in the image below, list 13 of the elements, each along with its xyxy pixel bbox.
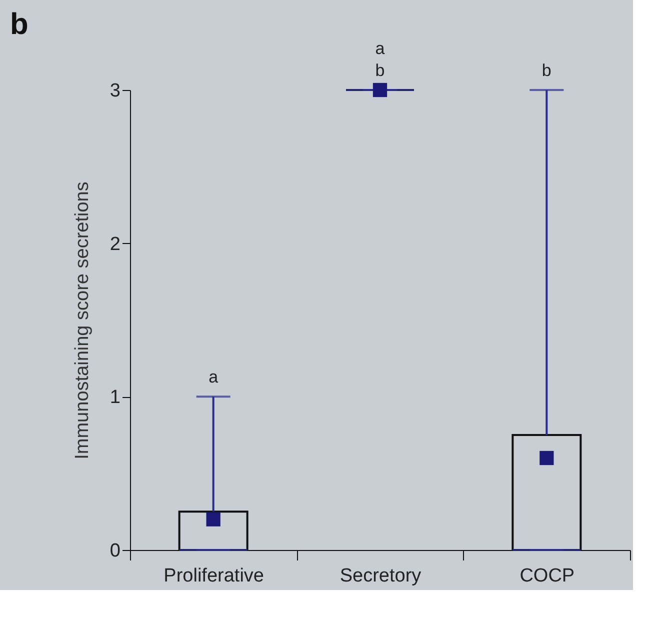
annotation: b	[375, 61, 385, 80]
annotation: a	[208, 368, 219, 387]
x-tick-label: Secretory	[340, 566, 422, 586]
y-tick-label: 2	[110, 234, 120, 255]
annotation: a	[375, 39, 386, 58]
y-axis-title: Immunostaining score secretions	[72, 182, 93, 460]
y-tick-label: 0	[110, 540, 120, 562]
y-tick-label: 3	[110, 80, 120, 102]
chart-title: b	[10, 8, 28, 41]
y-tick-label: 1	[110, 387, 120, 408]
annotation: b	[542, 61, 552, 80]
x-tick-label: Proliferative	[164, 566, 264, 586]
x-tick-label: COCP	[520, 566, 575, 586]
